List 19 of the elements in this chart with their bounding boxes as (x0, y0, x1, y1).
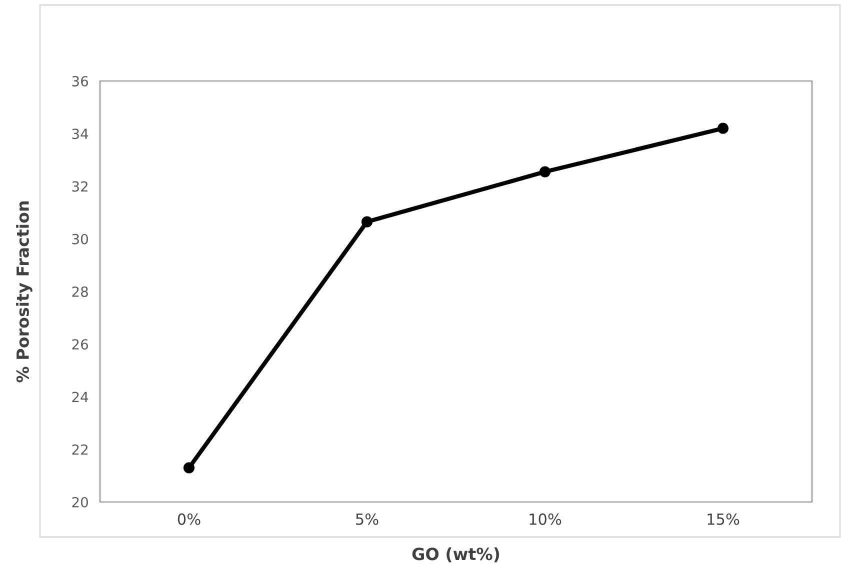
y-tick-label: 20 (72, 496, 88, 508)
y-tick-label: 32 (72, 181, 88, 192)
point (539, 166, 551, 178)
y-tick-label: 28 (72, 286, 88, 297)
y-axis-title: % Porosity Fraction (16, 201, 32, 382)
y-tick-label: 36 (72, 76, 88, 86)
y-tick-label: 24 (72, 392, 88, 402)
x-axis-title: GO (wt%) (412, 547, 500, 562)
y-tick-label: 30 (72, 234, 88, 244)
point (361, 216, 373, 228)
x-tick-label: 5% (356, 513, 378, 525)
x-tick-label: 0% (178, 513, 200, 525)
point (183, 462, 195, 474)
x-tick-label: 10% (530, 513, 562, 525)
y-tick-label: 26 (72, 339, 88, 350)
y-tick-label: 22 (72, 444, 88, 455)
point (717, 122, 729, 134)
x-tick-label: 15% (708, 513, 740, 525)
y-tick-label: 34 (72, 128, 88, 140)
